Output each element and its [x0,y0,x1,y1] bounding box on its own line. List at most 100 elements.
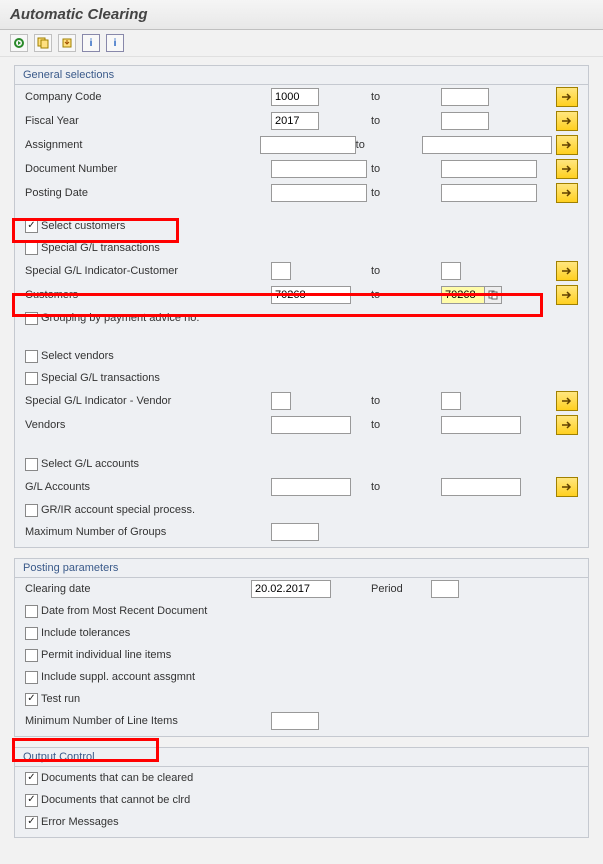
group-output: Output Control ✓Documents that can be cl… [14,747,589,838]
to-label: to [371,419,441,431]
group-header-general: General selections [15,66,588,85]
to-label: to [356,139,423,151]
label-gl-accounts: G/L Accounts [25,481,90,493]
multiselect-icon[interactable] [556,415,578,435]
label-period: Period [371,583,403,595]
label-special-gl-trans-v: Special G/L transactions [41,372,160,384]
label-company-code: Company Code [25,91,101,103]
min-line-items-input[interactable] [271,712,319,730]
special-gl-ind-vend-to-input[interactable] [441,392,461,410]
special-gl-ind-cust-from-input[interactable] [271,262,291,280]
label-grouping: Grouping by payment advice no. [41,312,199,324]
multiselect-icon[interactable] [556,391,578,411]
to-label: to [371,265,441,277]
copy-icon[interactable] [34,34,52,52]
search-help-icon[interactable] [484,286,502,304]
special-gl-trans-c-checkbox[interactable] [25,242,38,255]
label-posting-date: Posting Date [25,187,88,199]
fiscal-year-from-input[interactable] [271,112,319,130]
label-doc-number: Document Number [25,163,117,175]
grir-checkbox[interactable] [25,504,38,517]
group-posting: Posting parameters Clearing date Period … [14,558,589,737]
label-assignment: Assignment [25,139,82,151]
label-select-customers: Select customers [41,220,125,232]
date-recent-checkbox[interactable] [25,605,38,618]
test-run-checkbox[interactable]: ✓ [25,693,38,706]
label-select-vendors: Select vendors [41,350,114,362]
multiselect-icon[interactable] [556,285,578,305]
to-label: to [371,187,441,199]
select-gl-checkbox[interactable] [25,458,38,471]
info2-icon[interactable]: i [106,34,124,52]
multiselect-icon[interactable] [556,87,578,107]
to-label: to [371,481,441,493]
doc-not-cleared-checkbox[interactable]: ✓ [25,794,38,807]
multiselect-icon[interactable] [556,135,578,155]
multiselect-icon[interactable] [556,261,578,281]
vendors-from-input[interactable] [271,416,351,434]
page-title: Automatic Clearing [0,0,603,30]
grouping-checkbox[interactable] [25,312,38,325]
group-general: General selections Company Code to Fisca… [14,65,589,548]
gl-accounts-to-input[interactable] [441,478,521,496]
select-vendors-checkbox[interactable] [25,350,38,363]
include-tol-checkbox[interactable] [25,627,38,640]
posting-date-from-input[interactable] [271,184,367,202]
label-include-suppl: Include suppl. account assgmnt [41,671,195,683]
vendors-to-input[interactable] [441,416,521,434]
company-code-from-input[interactable] [271,88,319,106]
label-error-msgs: Error Messages [41,816,119,828]
label-grir: GR/IR account special process. [41,504,195,516]
label-doc-cleared: Documents that can be cleared [41,772,193,784]
doc-cleared-checkbox[interactable]: ✓ [25,772,38,785]
special-gl-ind-vend-from-input[interactable] [271,392,291,410]
clearing-date-input[interactable] [251,580,331,598]
multiselect-icon[interactable] [556,183,578,203]
import-icon[interactable] [58,34,76,52]
group-header-posting: Posting parameters [15,559,588,578]
label-test-run: Test run [41,693,80,705]
error-msgs-checkbox[interactable]: ✓ [25,816,38,829]
label-special-gl-ind-cust: Special G/L Indicator-Customer [25,265,178,277]
fiscal-year-to-input[interactable] [441,112,489,130]
label-date-recent: Date from Most Recent Document [41,605,207,617]
label-max-groups: Maximum Number of Groups [25,526,166,538]
label-select-gl: Select G/L accounts [41,458,139,470]
to-label: to [371,91,441,103]
customers-to-input[interactable] [441,286,485,304]
include-suppl-checkbox[interactable] [25,671,38,684]
group-header-output: Output Control [15,748,588,767]
assignment-from-input[interactable] [260,136,356,154]
toolbar: i i [0,30,603,57]
multiselect-icon[interactable] [556,111,578,131]
customers-from-input[interactable] [271,286,351,304]
doc-number-from-input[interactable] [271,160,367,178]
to-label: to [371,163,441,175]
execute-icon[interactable] [10,34,28,52]
multiselect-icon[interactable] [556,477,578,497]
max-groups-input[interactable] [271,523,319,541]
select-customers-checkbox[interactable]: ✓ [25,220,38,233]
posting-date-to-input[interactable] [441,184,537,202]
company-code-to-input[interactable] [441,88,489,106]
special-gl-ind-cust-to-input[interactable] [441,262,461,280]
permit-line-checkbox[interactable] [25,649,38,662]
doc-number-to-input[interactable] [441,160,537,178]
label-fiscal-year: Fiscal Year [25,115,79,127]
label-special-gl-ind-vend: Special G/L Indicator - Vendor [25,395,171,407]
assignment-to-input[interactable] [422,136,552,154]
info1-icon[interactable]: i [82,34,100,52]
label-clearing-date: Clearing date [25,583,90,595]
label-permit-line: Permit individual line items [41,649,171,661]
label-doc-not-cleared: Documents that cannot be clrd [41,794,190,806]
label-min-line-items: Minimum Number of Line Items [25,715,178,727]
label-vendors: Vendors [25,419,65,431]
label-include-tol: Include tolerances [41,627,130,639]
multiselect-icon[interactable] [556,159,578,179]
special-gl-trans-v-checkbox[interactable] [25,372,38,385]
label-special-gl-trans-c: Special G/L transactions [41,242,160,254]
gl-accounts-from-input[interactable] [271,478,351,496]
label-customers: Customers [25,289,78,301]
period-input[interactable] [431,580,459,598]
to-label: to [371,289,441,301]
